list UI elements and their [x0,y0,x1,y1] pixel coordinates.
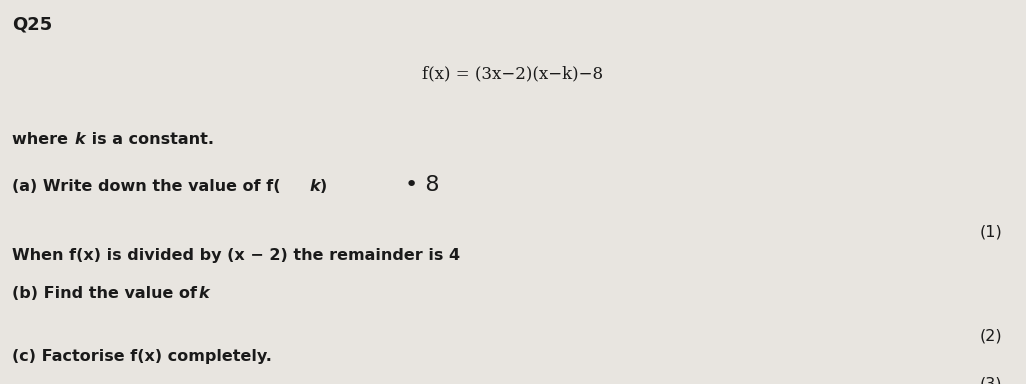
Text: k: k [198,286,208,301]
Text: When f(x) is divided by (x − 2) the remainder is 4: When f(x) is divided by (x − 2) the rema… [12,248,461,263]
Text: (c) Factorise f(x) completely.: (c) Factorise f(x) completely. [12,349,272,364]
Text: (b) Find the value of: (b) Find the value of [12,286,203,301]
Text: Q25: Q25 [12,15,52,33]
Text: f(x) = (3x−2)(x−k)−8: f(x) = (3x−2)(x−k)−8 [423,65,603,82]
Text: • 8: • 8 [405,175,440,195]
Text: (1): (1) [980,225,1002,240]
Text: k: k [310,179,320,194]
Text: (a) Write down the value of f(: (a) Write down the value of f( [12,179,281,194]
Text: (2): (2) [980,328,1002,343]
Text: where: where [12,132,74,147]
Text: k: k [75,132,85,147]
Text: ): ) [320,179,327,194]
Text: (3): (3) [980,376,1002,384]
Text: is a constant.: is a constant. [86,132,214,147]
